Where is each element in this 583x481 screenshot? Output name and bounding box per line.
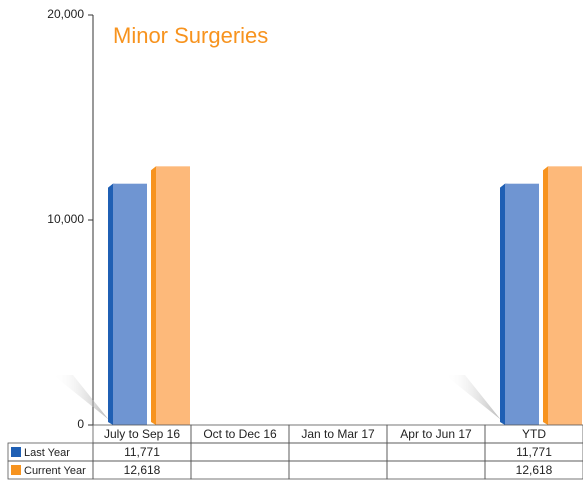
table-cell	[7, 460, 94, 480]
chart-title: Minor Surgeries	[113, 23, 268, 48]
bar-side	[500, 183, 505, 425]
category-label: Jan to Mar 17	[301, 427, 375, 441]
value-label: 11,771	[124, 445, 160, 459]
category-label: Apr to Jun 17	[400, 427, 472, 441]
table-cell	[386, 460, 486, 480]
bar-shadow	[445, 375, 505, 425]
legend-label: Last Year	[24, 447, 70, 459]
legend-label: Current Year	[24, 465, 86, 477]
table-cell	[288, 460, 388, 480]
value-label: 11,771	[516, 445, 552, 459]
bar	[548, 166, 582, 425]
value-label: 12,618	[516, 463, 553, 477]
table-cell	[288, 442, 388, 462]
bar	[156, 166, 190, 425]
category-label: Oct to Dec 16	[203, 427, 277, 441]
table-cell	[190, 460, 290, 480]
table-cell	[190, 442, 290, 462]
legend-swatch	[11, 447, 21, 457]
bar	[113, 183, 147, 425]
table-cell	[484, 460, 583, 480]
category-label: YTD	[522, 427, 546, 441]
bar-side	[151, 166, 156, 425]
y-tick-label: 20,000	[47, 7, 84, 21]
legend-swatch	[11, 465, 21, 475]
value-label: 12,618	[124, 463, 161, 477]
bar-side	[543, 166, 548, 425]
category-label: July to Sep 16	[104, 427, 180, 441]
table-cell	[386, 442, 486, 462]
bar-side	[108, 183, 113, 425]
y-tick-label: 10,000	[47, 212, 84, 226]
y-tick-label: 0	[77, 417, 84, 431]
bar	[505, 183, 539, 425]
